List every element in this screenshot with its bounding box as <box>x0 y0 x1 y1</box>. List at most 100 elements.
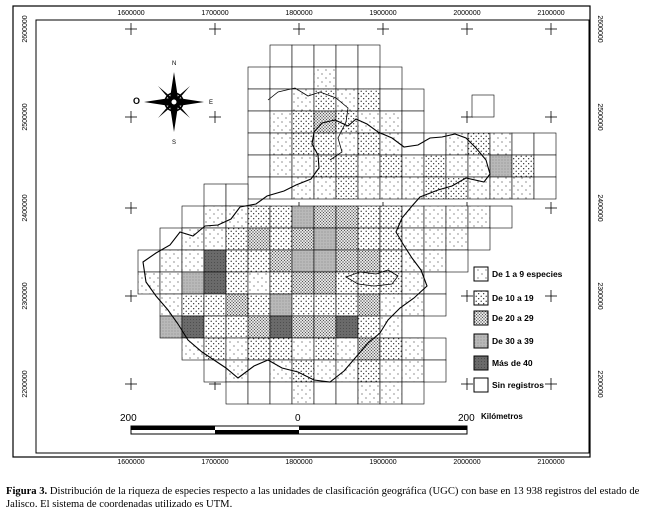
ugc-cell <box>269 315 293 339</box>
y-tick-left-label: 2400000 <box>22 194 29 221</box>
ugc-cell <box>423 249 447 273</box>
ugc-cell <box>225 381 249 405</box>
ugc-cell <box>291 132 315 156</box>
scale-middle-label: 0 <box>295 413 301 424</box>
map-figure: 1600000 1700000 1800000 1900000 2000000 21000… <box>12 5 603 466</box>
legend-label: Más de 40 <box>492 358 533 368</box>
ugc-cell <box>313 66 337 90</box>
inner-region-outline <box>267 87 349 161</box>
y-tick-left-label: 2600000 <box>22 15 29 42</box>
ugc-cell <box>269 110 293 134</box>
ugc-cell <box>423 154 447 178</box>
ugc-cell <box>247 337 271 361</box>
graticule-cross <box>461 378 473 390</box>
ugc-cell <box>379 110 403 134</box>
ugc-cell <box>181 337 205 361</box>
compass-west: O <box>133 96 140 106</box>
ugc-cell <box>313 293 337 317</box>
ugc-cell <box>335 249 359 273</box>
graticule-crosses <box>125 23 557 390</box>
legend-swatch <box>473 310 489 326</box>
ugc-cell <box>203 315 227 339</box>
ugc-cell <box>313 44 337 68</box>
ugc-cell <box>401 88 425 112</box>
ugc-cell <box>335 227 359 251</box>
ugc-cell <box>335 381 359 405</box>
graticule-cross <box>461 290 473 302</box>
ugc-cell <box>291 110 315 134</box>
ugc-cell <box>335 154 359 178</box>
ugc-cell <box>357 381 381 405</box>
ugc-cell <box>291 315 315 339</box>
ugc-cell <box>335 44 359 68</box>
ugc-cell <box>203 293 227 317</box>
x-tick-bottom-label: 2000000 <box>453 459 480 466</box>
ugc-cell <box>467 154 491 178</box>
ugc-cell <box>181 249 205 273</box>
ugc-cell <box>181 205 205 229</box>
ugc-cell <box>269 154 293 178</box>
legend-item: De 30 a 39 <box>473 333 534 349</box>
legend: De 1 a 9 especies De 10 a 19 De 20 a 29 De … <box>473 266 563 393</box>
ugc-cell <box>247 110 271 134</box>
ugc-cell <box>357 154 381 178</box>
x-tick-top-label: 1900000 <box>369 10 396 17</box>
ugc-cell <box>203 227 227 251</box>
ugc-cell <box>357 44 381 68</box>
x-tick-top-label: 1700000 <box>201 10 228 17</box>
y-tick-right-label: 2200000 <box>596 370 603 397</box>
ugc-cell <box>269 227 293 251</box>
legend-item: De 20 a 29 <box>473 310 534 326</box>
x-tick-top-label: 1600000 <box>117 10 144 17</box>
ugc-cell <box>357 359 381 383</box>
ugc-cell <box>445 154 469 178</box>
ugc-cell <box>533 132 557 156</box>
ugc-cell <box>269 337 293 361</box>
ugc-cell <box>335 337 359 361</box>
ugc-cell <box>181 293 205 317</box>
y-tick-left-label: 2200000 <box>22 370 29 397</box>
ugc-cell <box>471 94 495 118</box>
ugc-cell <box>379 337 403 361</box>
ugc-cell <box>247 227 271 251</box>
ugc-cell <box>489 176 513 200</box>
compass-north: N <box>172 61 176 67</box>
ugc-cell <box>225 249 249 273</box>
ugc-cell <box>445 249 469 273</box>
legend-swatch <box>473 266 489 282</box>
ugc-cell <box>137 271 161 295</box>
ugc-cell <box>379 132 403 156</box>
ugc-cell <box>533 154 557 178</box>
graticule-cross <box>545 111 557 123</box>
ugc-cell <box>335 88 359 112</box>
ugc-cell <box>401 154 425 178</box>
map-outer-frame <box>12 5 591 458</box>
x-tick-top-label: 2000000 <box>453 10 480 17</box>
graticule-cross <box>377 23 389 35</box>
ugc-cell <box>181 227 205 251</box>
ugc-cell <box>335 293 359 317</box>
ugc-cell <box>401 337 425 361</box>
legend-item: Sin registros <box>473 377 544 393</box>
ugc-cell <box>423 205 447 229</box>
ugc-cell <box>291 337 315 361</box>
ugc-cell <box>357 66 381 90</box>
ugc-cell <box>401 359 425 383</box>
ugc-cell <box>357 249 381 273</box>
ugc-cell <box>313 176 337 200</box>
ugc-cell <box>203 183 227 207</box>
legend-label: De 10 a 19 <box>492 293 534 303</box>
ugc-cell <box>291 293 315 317</box>
ugc-cell <box>357 88 381 112</box>
ugc-cell <box>313 271 337 295</box>
ugc-cell <box>335 205 359 229</box>
ugc-cell <box>247 271 271 295</box>
legend-swatch <box>473 290 489 306</box>
ugc-cell <box>489 132 513 156</box>
ugc-cell <box>291 249 315 273</box>
compass-rose: N S E O <box>133 61 213 146</box>
ugc-cell <box>159 227 183 251</box>
ugc-cell <box>247 88 271 112</box>
ugc-cell <box>313 88 337 112</box>
ugc-cell <box>225 227 249 251</box>
